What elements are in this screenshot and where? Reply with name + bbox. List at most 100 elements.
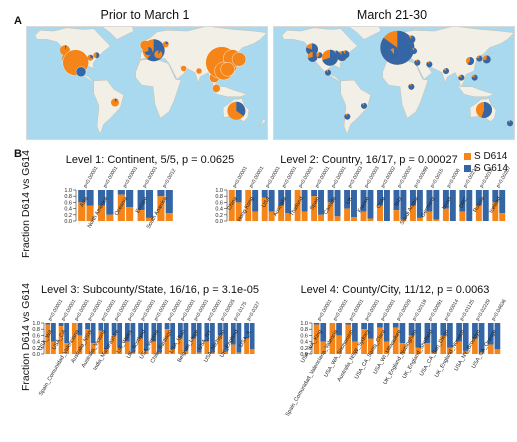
bar-g614 (252, 190, 259, 212)
bar-d614 (106, 214, 114, 221)
bar-g614 (117, 323, 123, 348)
bar-d614 (143, 350, 149, 354)
bar-d614 (111, 335, 117, 354)
y-axis-label-top: Fraction D614 vs G614 (20, 150, 32, 258)
bar-d614 (424, 343, 431, 354)
bar-d614 (261, 197, 268, 221)
bar-d614 (478, 352, 485, 354)
pie-marker (87, 54, 94, 61)
pie-marker (154, 50, 163, 59)
y-tick-label: 0.0 (32, 352, 40, 358)
pie-marker (305, 43, 318, 56)
pie-marker (93, 52, 100, 59)
bar-g614 (90, 323, 96, 344)
pie-slice-g614 (317, 52, 323, 59)
bar-d614 (230, 344, 236, 354)
y-tick-label: 0.8 (215, 194, 223, 200)
bar-d614 (327, 202, 334, 221)
bar-g614 (285, 190, 292, 214)
pie-slice-g614 (165, 41, 169, 45)
bar-g614 (145, 190, 154, 218)
bar-g614 (85, 323, 90, 330)
bar-g614 (361, 323, 367, 330)
bar-d614 (268, 211, 275, 221)
p-value-label: p=0.00029 (396, 298, 413, 322)
bar-g614 (431, 323, 437, 353)
bar-d614 (138, 338, 143, 354)
pie-marker (220, 62, 235, 77)
y-tick-label: 1.0 (32, 321, 40, 327)
pie-slice-d614 (195, 67, 203, 75)
pie-slice-g614 (65, 45, 67, 51)
bar-g614 (466, 190, 473, 221)
pie-slice-g614 (115, 98, 118, 103)
bar-d614 (475, 205, 482, 221)
bar-g614 (494, 323, 501, 350)
pie-marker (466, 57, 475, 66)
pie-marker (144, 47, 153, 56)
bar-g614 (442, 190, 449, 209)
y-tick-label: 1.0 (64, 188, 72, 194)
pie-marker (341, 50, 350, 59)
pie-slice-d614 (220, 62, 235, 77)
legend-item-d614: S D614 (464, 150, 508, 162)
bar-d614 (433, 219, 440, 221)
bar-d614 (145, 217, 154, 221)
bar-g614 (447, 323, 453, 348)
bar-g614 (472, 323, 478, 339)
legend-swatch-g614 (464, 164, 471, 172)
y-tick-label: 0.2 (64, 213, 72, 219)
bar-g614 (261, 190, 268, 198)
y-tick-label: 1.0 (300, 321, 308, 327)
bar-d614 (426, 211, 433, 221)
pie-slice-g614 (411, 48, 418, 55)
pie-slice-g614 (344, 113, 351, 120)
pie-marker (476, 101, 493, 118)
bar-g614 (204, 323, 210, 342)
bar-d614 (210, 352, 215, 354)
pie-slice-g614 (387, 48, 400, 61)
bar-g614 (383, 190, 390, 221)
bar-g614 (377, 190, 383, 206)
bar-g614 (164, 323, 170, 330)
bar-g614 (318, 190, 325, 215)
x-tick-label: Israel (441, 196, 453, 211)
bar-g614 (217, 323, 223, 336)
y-tick-label: 0.4 (215, 207, 223, 213)
pie-slice-g614 (158, 50, 161, 55)
x-tick-label: UK (345, 196, 354, 206)
landmass-2 (93, 79, 124, 135)
bar-g614 (352, 323, 358, 342)
bar-g614 (130, 323, 136, 353)
pie-slice-g614 (458, 74, 465, 81)
bar-d614 (217, 335, 223, 354)
chart-title: Level 2: Country, 16/17, p = 0.00027 (280, 154, 457, 166)
bar-g614 (400, 190, 407, 220)
chart-title: Level 1: Continent, 5/5, p = 0.0625 (66, 154, 235, 166)
y-tick-label: 0.4 (300, 340, 308, 346)
pie-marker (75, 66, 87, 77)
pie-slice-g614 (467, 57, 475, 66)
bar-d614 (456, 341, 462, 354)
bar-g614 (143, 323, 149, 351)
y-tick-label: 0.8 (300, 327, 308, 333)
bar-g614 (311, 190, 318, 197)
bar-g614 (151, 323, 157, 342)
bar-g614 (459, 190, 466, 212)
y-tick-label: 0.0 (300, 352, 308, 358)
bar-g614 (278, 190, 285, 206)
bar-g614 (268, 190, 275, 212)
bar-d614 (126, 207, 134, 221)
bar-d614 (90, 343, 96, 354)
bar-g614 (137, 190, 145, 211)
bar-d614 (383, 341, 390, 354)
p-value-label: p=0.00014 (443, 298, 460, 322)
pie-slice-g614 (482, 55, 491, 64)
bar-d614 (320, 341, 327, 354)
landmass-1 (349, 27, 382, 40)
pie-slice-d614 (180, 65, 187, 72)
bar-d614 (367, 218, 374, 221)
bar-d614 (294, 190, 301, 221)
bar-d614 (236, 352, 242, 354)
